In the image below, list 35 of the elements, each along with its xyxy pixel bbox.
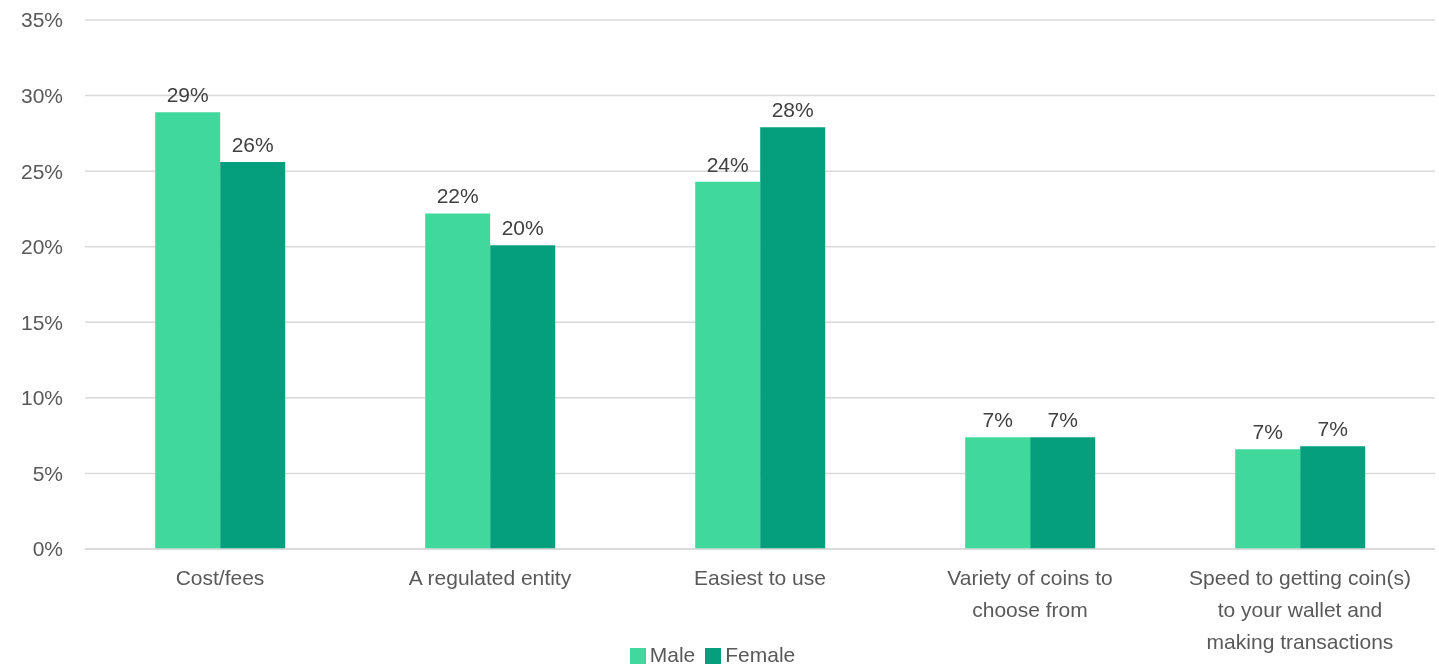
bar — [1235, 449, 1301, 549]
y-tick-label: 10% — [20, 386, 63, 410]
x-tick-label: Cost/fees — [175, 565, 265, 589]
data-label: 24% — [706, 152, 749, 176]
x-tick-label: Speed to getting coin(s) to your wallet and making transactions — [1189, 565, 1411, 653]
bar — [220, 162, 286, 549]
y-tick-label: 30% — [20, 84, 63, 108]
x-tick-label: A regulated entity — [408, 565, 572, 589]
y-tick-label: 15% — [20, 310, 63, 334]
y-tick-label: 5% — [32, 461, 63, 485]
y-tick-label: 20% — [20, 235, 63, 259]
legend-label: Male — [649, 643, 696, 666]
data-label: 7% — [982, 408, 1013, 432]
data-label: 20% — [501, 216, 544, 240]
x-tick-label: Variety of coins to choose from — [947, 565, 1113, 621]
data-label: 7% — [1317, 417, 1348, 441]
bar — [1030, 437, 1096, 549]
data-label: 28% — [771, 98, 814, 122]
y-tick-label: 35% — [20, 8, 63, 32]
bar — [1300, 446, 1366, 549]
data-label: 22% — [436, 184, 479, 208]
y-tick-label: 25% — [20, 159, 63, 183]
bar — [965, 437, 1031, 549]
bar — [490, 245, 556, 549]
data-label: 7% — [1252, 420, 1283, 444]
y-tick-label: 0% — [32, 537, 63, 561]
data-label: 26% — [231, 133, 274, 157]
bar — [425, 213, 491, 549]
legend-label: Female — [725, 643, 796, 666]
bar — [760, 127, 826, 549]
bar — [695, 181, 761, 549]
data-label: 29% — [166, 83, 209, 107]
bar — [155, 112, 221, 549]
data-label: 7% — [1047, 408, 1078, 432]
x-tick-label: Easiest to use — [694, 565, 826, 589]
